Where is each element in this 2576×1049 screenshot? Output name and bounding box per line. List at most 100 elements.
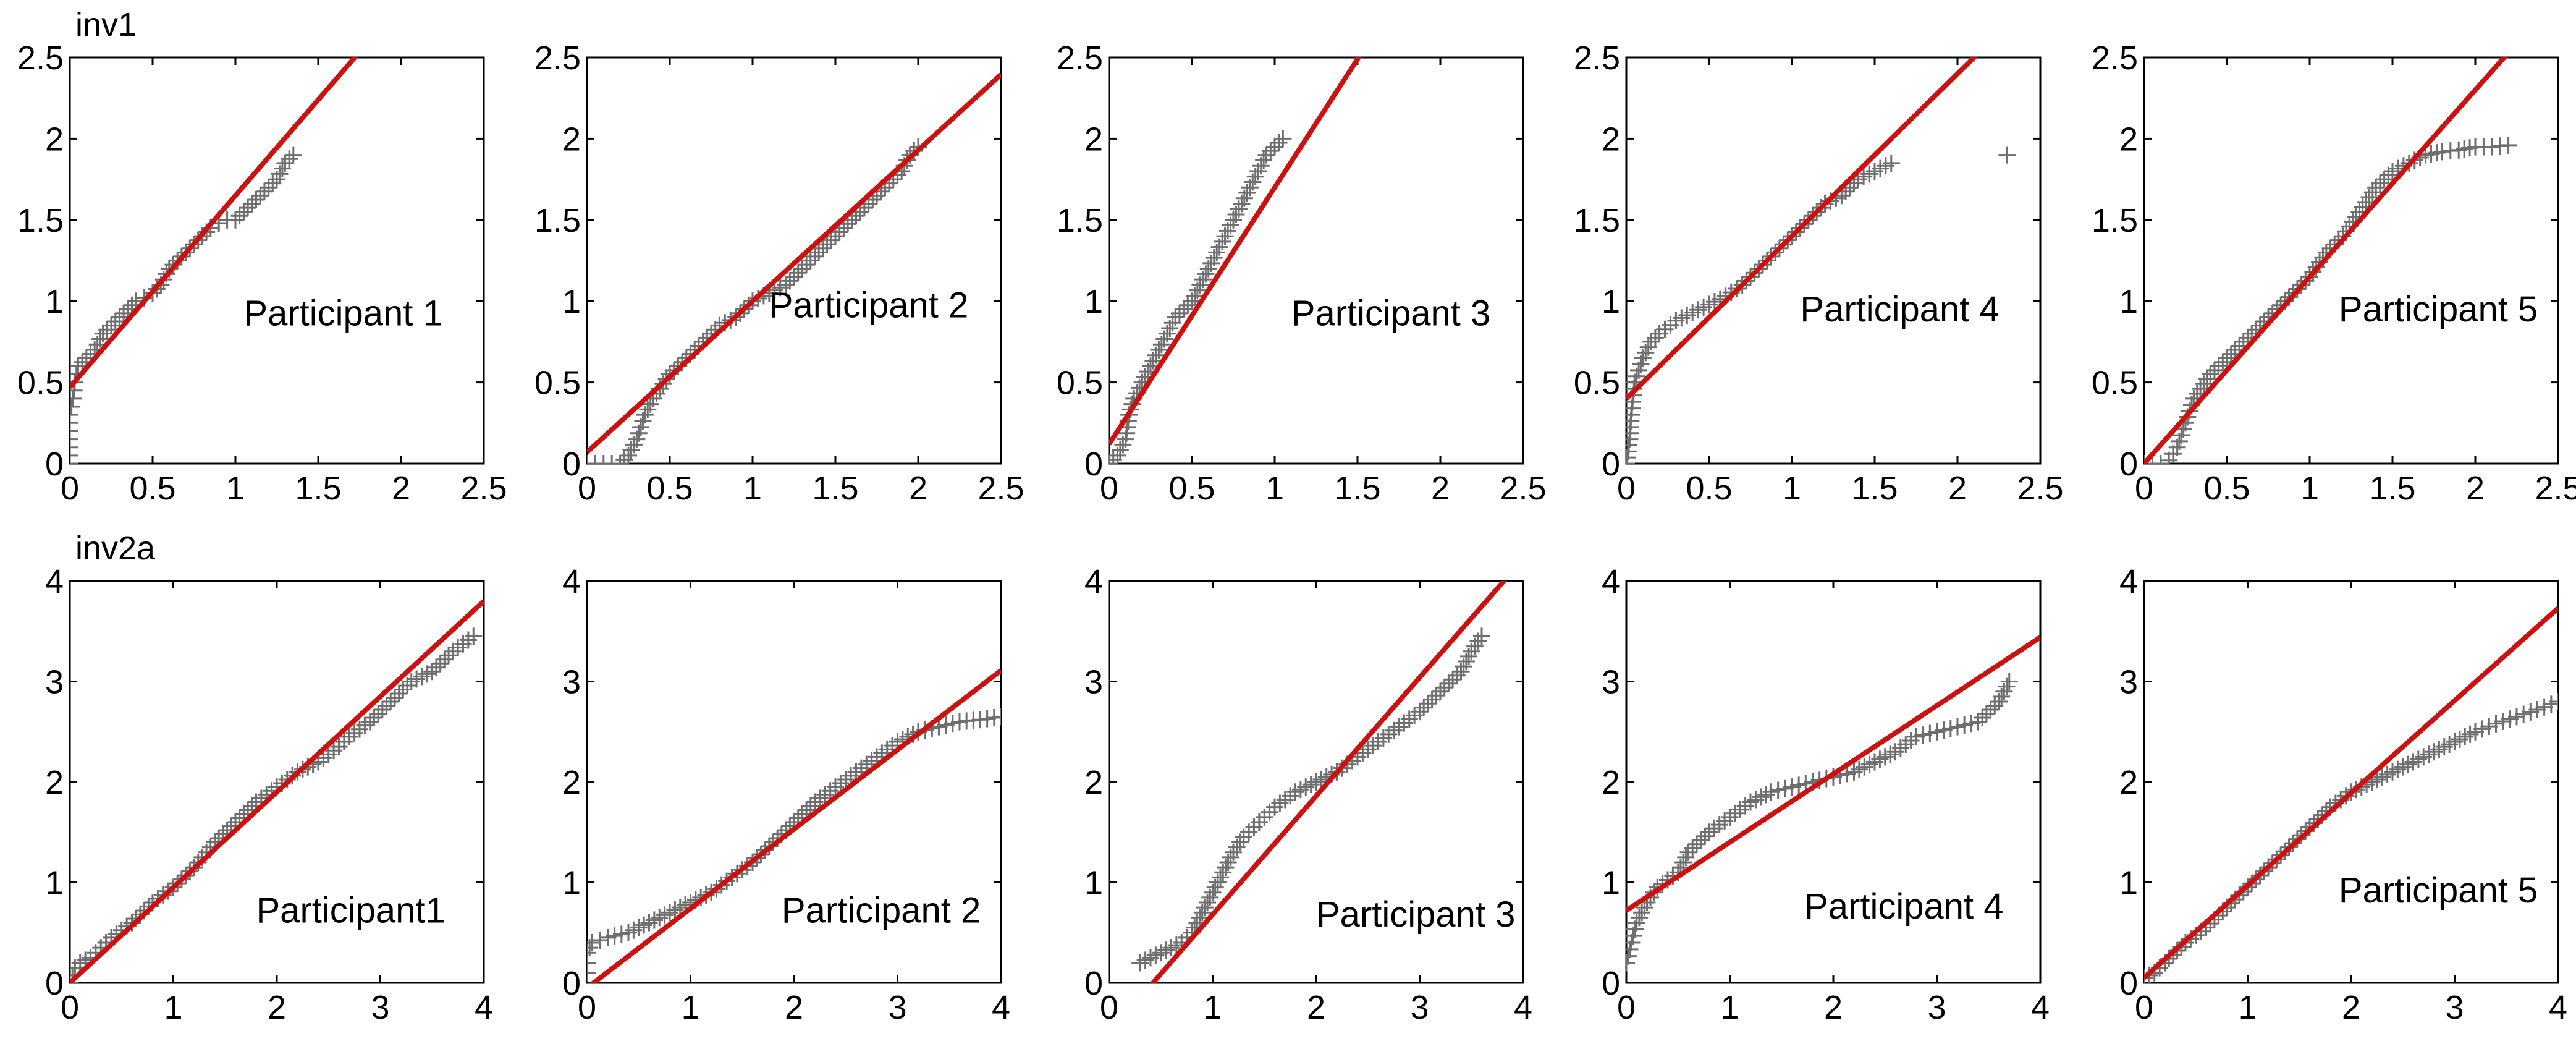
- y-tick-label: 3: [2119, 664, 2138, 701]
- data-layer: [1109, 57, 1362, 464]
- x-tick-label: 0: [61, 989, 79, 1026]
- y-tick-label: 0: [2119, 965, 2138, 1002]
- participant-label: Participant 3: [1316, 894, 1515, 935]
- chart-panel: 0 0.5 1 1.5 2 2.5 0 0.5 1 1.5 2 2.5 Participant 3: [1057, 40, 1547, 507]
- y-tick-label: 2: [1602, 764, 1620, 801]
- plot-frame: [69, 56, 485, 465]
- y-tick-label: 0: [1084, 446, 1103, 483]
- y-tick-label: 0: [1602, 965, 1620, 1002]
- y-tick-label: 4: [1602, 563, 1620, 600]
- y-tick-label: 1: [2119, 865, 2138, 902]
- row-label-inv2a: inv2a: [75, 530, 156, 567]
- plot-frame: [1108, 56, 1524, 465]
- fit-line: [2144, 57, 2507, 464]
- data-layer: [70, 599, 484, 983]
- x-tick-label: 2.5: [2017, 470, 2063, 507]
- x-tick-label: 2: [2466, 470, 2485, 507]
- y-tick-label: 1: [45, 865, 64, 902]
- y-tick-label: 0: [2119, 446, 2138, 483]
- data-layer: [70, 57, 358, 464]
- x-tick-label: 1: [226, 470, 245, 507]
- y-tick-label: 1: [1084, 283, 1103, 320]
- data-layer: [587, 668, 1001, 983]
- x-tick-label: 0.5: [1686, 470, 1732, 507]
- y-tick-label: 1.5: [2092, 202, 2138, 239]
- y-tick-label: 0.5: [2092, 365, 2138, 402]
- x-tick-label: 0: [1100, 470, 1118, 507]
- x-tick-label: 2: [268, 989, 286, 1026]
- participant-label: Participant 2: [769, 285, 968, 325]
- y-tick-label: 2: [1084, 764, 1103, 801]
- y-tick-label: 2.5: [17, 40, 64, 77]
- panels: 0 0.5 1 1.5 2 2.5 0 0.5 1 1.5 2 2.5 Participant 1 0 0.…: [17, 40, 2576, 1026]
- chart-panel: 0 1 2 3 4 0 1 2 3 4 Participant 5: [2119, 563, 2567, 1026]
- x-tick-label: 2.5: [2535, 470, 2576, 507]
- y-tick-label: 2: [45, 764, 64, 801]
- x-tick-label: 2: [1307, 989, 1325, 1026]
- y-tick-label: 4: [45, 563, 64, 600]
- data-layer: [1131, 581, 1508, 983]
- chart-panel: 0 0.5 1 1.5 2 2.5 0 0.5 1 1.5 2 2.5 Participant 1: [17, 40, 507, 507]
- y-tick-label: 2.5: [1574, 40, 1620, 77]
- x-tick-label: 4: [2031, 989, 2050, 1026]
- y-tick-label: 2: [2119, 121, 2138, 158]
- chart-panel: 0 0.5 1 1.5 2 2.5 0 0.5 1 1.5 2 2.5 Participant 2: [534, 40, 1024, 507]
- y-tick-label: 2: [2119, 764, 2138, 801]
- y-tick-label: 2: [45, 121, 64, 158]
- x-tick-label: 3: [1927, 989, 1946, 1026]
- x-tick-label: 0.5: [2203, 470, 2250, 507]
- y-tick-label: 2.5: [2092, 40, 2138, 77]
- participant-label: Participant 5: [2339, 289, 2538, 329]
- x-tick-label: 0.5: [1168, 470, 1215, 507]
- x-tick-label: 0: [2135, 470, 2153, 507]
- x-tick-label: 4: [1514, 989, 1532, 1026]
- x-tick-label: 0: [578, 989, 596, 1026]
- chart-panel: 0 1 2 3 4 0 1 2 3 4 Participant 3: [1084, 563, 1532, 1026]
- y-tick-label: 1.5: [1574, 202, 1620, 239]
- fit-line: [1109, 57, 1362, 446]
- x-tick-label: 1: [1783, 470, 1801, 507]
- y-tick-label: 1.5: [534, 202, 581, 239]
- participant-label: Participant1: [256, 891, 446, 931]
- x-tick-label: 1: [681, 989, 699, 1026]
- y-tick-label: 0: [562, 446, 581, 483]
- x-tick-label: 1: [1720, 989, 1739, 1026]
- x-tick-label: 2: [1824, 989, 1843, 1026]
- y-tick-label: 1: [562, 865, 581, 902]
- x-tick-label: 0: [578, 470, 596, 507]
- y-tick-label: 0.5: [534, 365, 581, 402]
- fit-line: [1149, 581, 1508, 983]
- x-tick-label: 2.5: [460, 470, 507, 507]
- participant-label: Participant 5: [2339, 870, 2538, 911]
- y-tick-label: 4: [2119, 563, 2138, 600]
- data-layer: [2144, 606, 2558, 983]
- y-tick-label: 2: [1602, 121, 1620, 158]
- x-tick-label: 0: [61, 470, 79, 507]
- x-tick-label: 1: [2300, 470, 2319, 507]
- fit-line: [70, 57, 358, 389]
- participant-label: Participant 3: [1291, 294, 1490, 334]
- x-tick-label: 1.5: [1851, 470, 1898, 507]
- y-tick-label: 3: [1084, 664, 1103, 701]
- x-tick-label: 1: [1265, 470, 1284, 507]
- fit-line: [1626, 57, 1978, 401]
- x-tick-label: 0: [1617, 470, 1636, 507]
- y-tick-label: 3: [562, 664, 581, 701]
- x-tick-label: 1.5: [295, 470, 341, 507]
- y-tick-label: 2: [562, 764, 581, 801]
- y-tick-label: 3: [1602, 664, 1620, 701]
- fit-line: [1626, 635, 2040, 913]
- participant-label: Participant 2: [782, 891, 981, 931]
- x-tick-label: 1: [1203, 989, 1222, 1026]
- x-tick-label: 2: [1948, 470, 1967, 507]
- y-tick-label: 1: [1084, 865, 1103, 902]
- data-layer: [1626, 635, 2040, 972]
- x-tick-label: 1.5: [1334, 470, 1380, 507]
- y-tick-label: 1: [2119, 283, 2138, 320]
- x-tick-label: 2.5: [978, 470, 1024, 507]
- y-tick-label: 1: [562, 283, 581, 320]
- data-layer: [2144, 57, 2517, 464]
- x-tick-label: 3: [1410, 989, 1429, 1026]
- fit-line: [2144, 606, 2558, 980]
- x-tick-label: 2.5: [1500, 470, 1546, 507]
